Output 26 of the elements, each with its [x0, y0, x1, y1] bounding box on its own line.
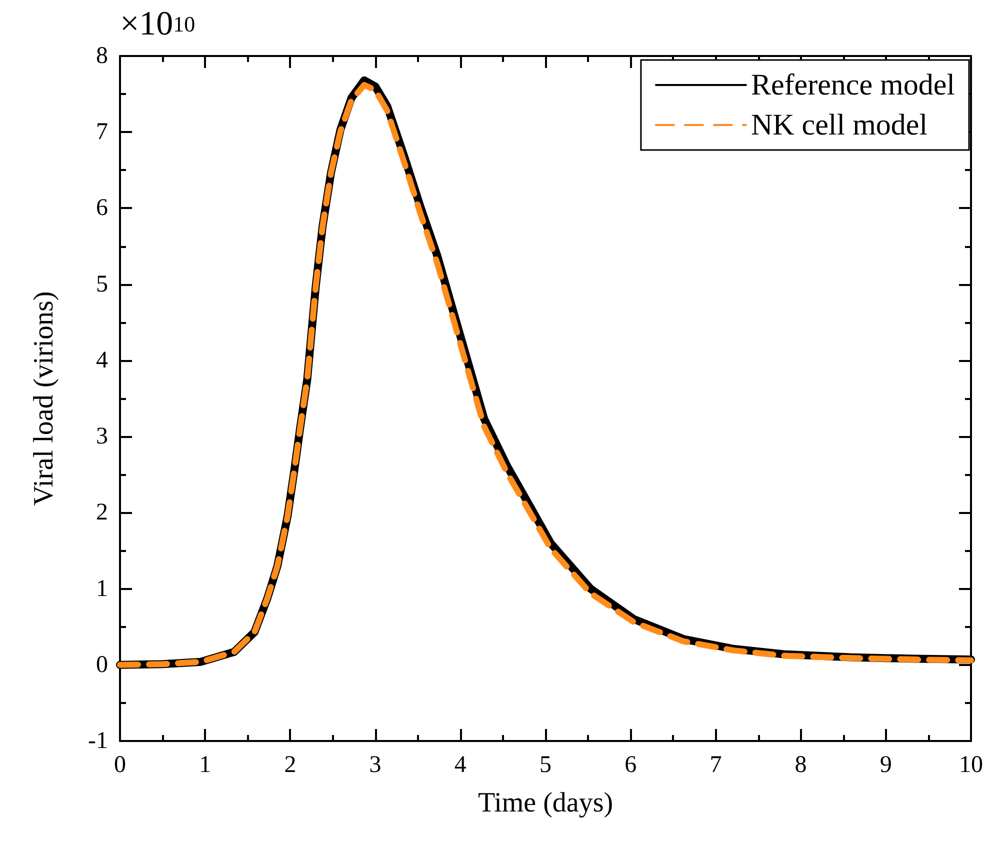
y-tick-label: 4 — [96, 347, 108, 374]
x-tick-label: 7 — [710, 752, 722, 778]
x-tick-label: 1 — [199, 752, 212, 778]
y-axis-title: Viral load (virions) — [28, 291, 60, 506]
x-tick-label: 10 — [959, 752, 983, 778]
x-tick-label: 4 — [454, 752, 466, 778]
y-tick-label: 6 — [96, 195, 108, 222]
x-tick-label: 8 — [794, 752, 807, 778]
x-tick-label: 9 — [880, 752, 892, 778]
legend-label: NK cell model — [750, 108, 928, 142]
x-tick-label: 0 — [114, 752, 126, 778]
y-tick-label: 5 — [96, 271, 108, 298]
x-tick-label: 6 — [624, 752, 637, 778]
text: ×1010 — [120, 6, 196, 42]
x-axis-title: Time (days) — [478, 788, 614, 818]
y-tick-label: 2 — [96, 500, 108, 526]
y-tick-label: -1 — [88, 728, 108, 754]
legend-label: Reference model — [750, 68, 956, 102]
x-tick-label: 5 — [540, 752, 552, 778]
y-tick-label: 3 — [96, 424, 108, 450]
x-tick-label: 3 — [369, 752, 382, 778]
y-tick-label: 1 — [96, 576, 108, 602]
y-tick-label: 7 — [96, 119, 108, 146]
y-tick-label: 8 — [96, 43, 108, 69]
x-tick-label: 2 — [284, 752, 296, 778]
y-tick-label: 0 — [96, 652, 108, 678]
